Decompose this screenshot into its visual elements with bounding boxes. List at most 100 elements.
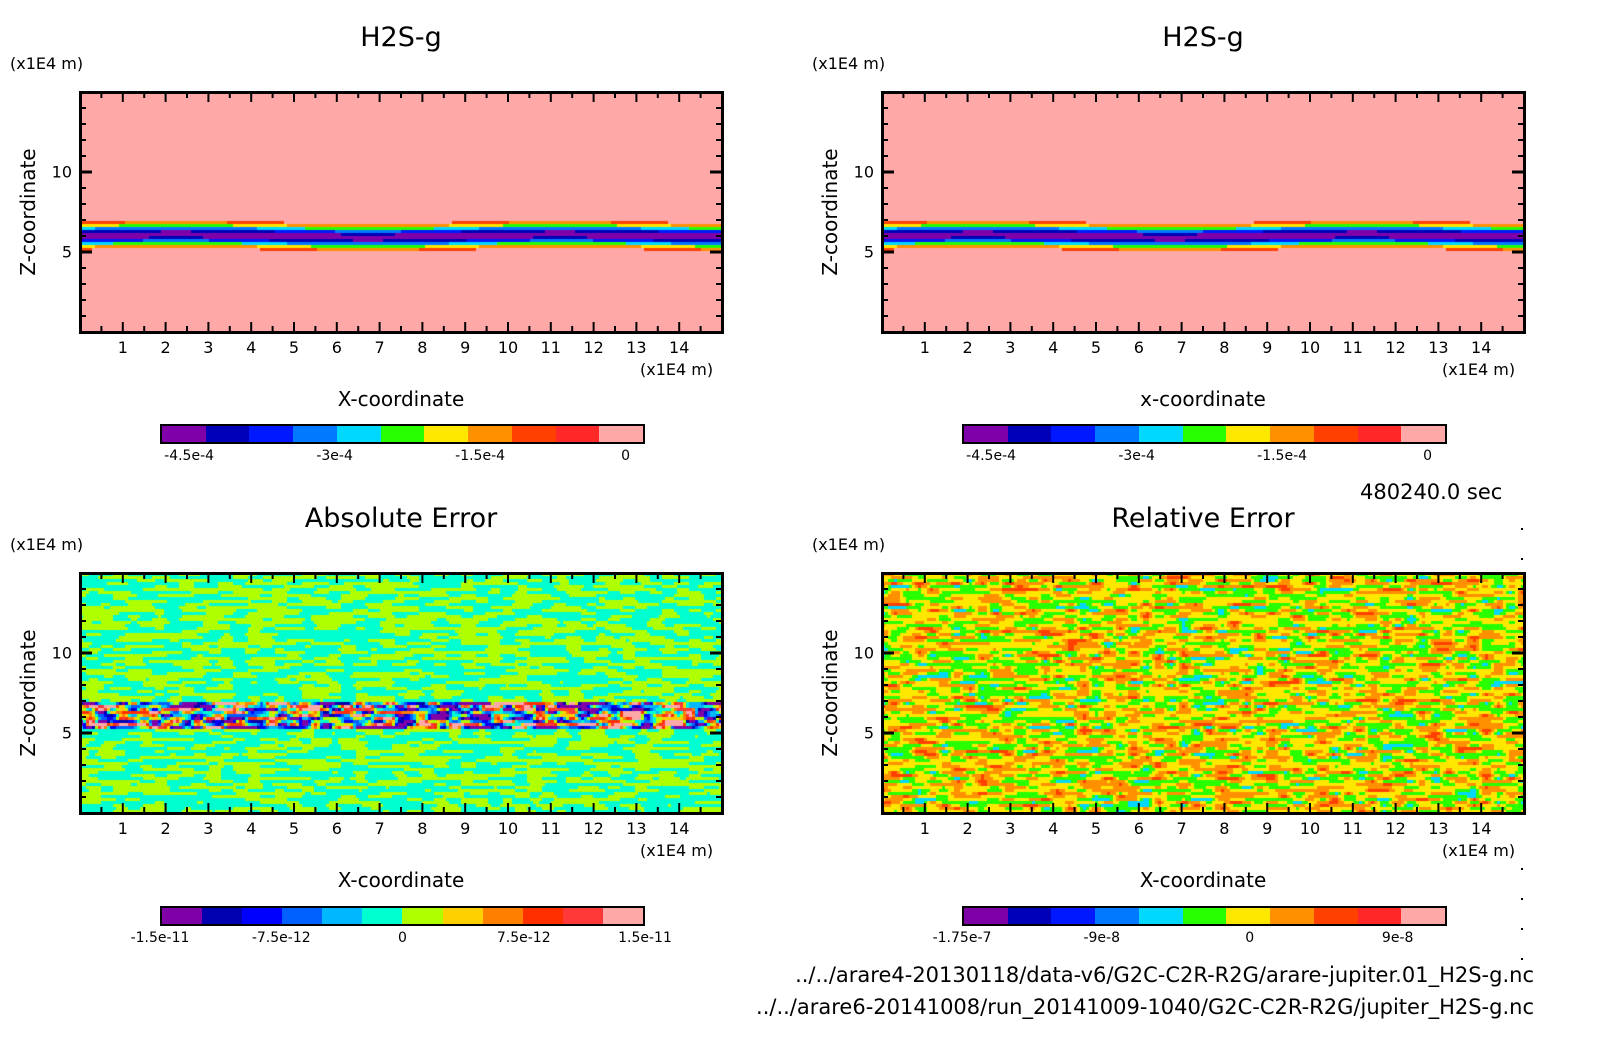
x-tick-label: 9 bbox=[1262, 338, 1273, 357]
y-tick-label: 5 bbox=[61, 242, 72, 262]
x-tick-label: 11 bbox=[540, 338, 561, 357]
colorbar-tick-label: -1.5e-4 bbox=[455, 448, 506, 464]
x-tick-label: 8 bbox=[1219, 819, 1230, 838]
colorbar-swatch bbox=[1138, 426, 1183, 442]
x-tick-label: 13 bbox=[1428, 819, 1449, 838]
y-axis-label: Z-coordinate bbox=[16, 148, 40, 276]
colorbar-swatch bbox=[602, 908, 643, 924]
colorbar-swatch bbox=[402, 908, 443, 924]
x-tick-label: 13 bbox=[626, 338, 647, 357]
x-tick-label: 1 bbox=[919, 338, 930, 357]
colorbar-swatch bbox=[964, 426, 1008, 442]
colorbar-tick-label: -3e-4 bbox=[316, 448, 353, 464]
x-tick-label: 5 bbox=[1090, 819, 1102, 838]
x-tick-label: 12 bbox=[1385, 338, 1406, 357]
x-tick-label: 14 bbox=[1471, 819, 1492, 838]
y-tick-label: 5 bbox=[61, 723, 72, 743]
x-tick-label: 13 bbox=[1428, 338, 1449, 357]
x-tick-label: 3 bbox=[203, 338, 214, 357]
heatmap-field bbox=[80, 573, 722, 813]
colorbar-swatch bbox=[380, 426, 425, 442]
colorbar-swatch bbox=[1051, 426, 1096, 442]
colorbar-swatch bbox=[293, 426, 337, 442]
x-tick-label: 2 bbox=[962, 819, 973, 838]
colorbar-swatch bbox=[1182, 426, 1227, 442]
colorbar-tick-label: -4.5e-4 bbox=[966, 448, 1017, 464]
colorbar-swatch bbox=[362, 908, 403, 924]
colorbar-swatch bbox=[1095, 908, 1139, 924]
x-unit-label: (x1E4 m) bbox=[1442, 360, 1516, 379]
x-tick-label: 6 bbox=[331, 819, 342, 838]
colorbar-swatch bbox=[468, 426, 512, 442]
tick-marks bbox=[80, 573, 722, 813]
y-tick-label: 10 bbox=[853, 162, 874, 182]
x-tick-label: 6 bbox=[1133, 338, 1144, 357]
x-tick-label: 4 bbox=[246, 819, 257, 838]
colorbar-tick-label: -1.5e-11 bbox=[130, 930, 190, 946]
colorbar-swatch bbox=[1313, 908, 1358, 924]
colorbar bbox=[962, 906, 1447, 926]
x-tick-label: 12 bbox=[583, 819, 604, 838]
x-tick-label: 10 bbox=[497, 338, 519, 357]
file-path-1: ../../arare4-20130118/data-v6/G2C-C2R-R2… bbox=[795, 963, 1534, 987]
colorbar-swatch bbox=[1007, 908, 1052, 924]
colorbar-swatch bbox=[202, 908, 243, 924]
x-axis-label: X-coordinate bbox=[337, 387, 465, 411]
colorbar-swatch bbox=[1051, 908, 1096, 924]
colorbar-tick-label: -3e-4 bbox=[1118, 448, 1155, 464]
x-unit-label: (x1E4 m) bbox=[640, 841, 714, 860]
tick-marks bbox=[80, 92, 722, 332]
x-tick-label: 7 bbox=[374, 819, 385, 838]
colorbar-tick-label: -1.75e-7 bbox=[932, 930, 992, 946]
y-unit-label: (x1E4 m) bbox=[812, 535, 886, 554]
colorbar-swatch bbox=[599, 426, 644, 442]
colorbar-tick-label: -7.5e-12 bbox=[251, 930, 311, 946]
colorbar bbox=[160, 906, 645, 926]
colorbar-swatch bbox=[1226, 908, 1271, 924]
x-tick-label: 1 bbox=[117, 819, 128, 838]
colorbar-tick-label: 9e-8 bbox=[1381, 930, 1414, 946]
x-tick-label: 2 bbox=[962, 338, 973, 357]
y-axis-label: Z-coordinate bbox=[16, 629, 40, 757]
x-unit-label: (x1E4 m) bbox=[640, 360, 714, 379]
y-axis-label: Z-coordinate bbox=[818, 148, 842, 276]
colorbar bbox=[160, 424, 645, 444]
x-tick-label: 12 bbox=[583, 338, 604, 357]
colorbar bbox=[962, 424, 1447, 444]
colorbar-tick-label: 0 bbox=[621, 448, 631, 464]
x-tick-label: 10 bbox=[497, 819, 519, 838]
x-tick-label: 8 bbox=[417, 819, 428, 838]
colorbar-swatch bbox=[1401, 426, 1446, 442]
colorbar-swatch bbox=[442, 908, 483, 924]
x-tick-label: 11 bbox=[540, 819, 561, 838]
colorbar-tick-label: -9e-8 bbox=[1083, 930, 1120, 946]
colorbar-swatch bbox=[282, 908, 323, 924]
x-tick-label: 9 bbox=[460, 338, 471, 357]
colorbar-swatch bbox=[1401, 908, 1446, 924]
colorbar-swatch bbox=[964, 908, 1008, 924]
x-tick-label: 9 bbox=[1262, 819, 1273, 838]
colorbar-swatch bbox=[1270, 908, 1314, 924]
time-label: 480240.0 sec bbox=[1360, 480, 1503, 504]
x-tick-label: 11 bbox=[1342, 338, 1363, 357]
colorbar-swatch bbox=[162, 908, 203, 924]
x-tick-label: 6 bbox=[1133, 819, 1144, 838]
marker-dot bbox=[1521, 928, 1523, 930]
x-tick-label: 4 bbox=[1048, 338, 1059, 357]
x-unit-label: (x1E4 m) bbox=[1442, 841, 1516, 860]
x-tick-label: 14 bbox=[1471, 338, 1492, 357]
y-tick-label: 5 bbox=[863, 242, 874, 262]
tick-marks bbox=[882, 92, 1524, 332]
plot-title: H2S-g bbox=[360, 22, 442, 53]
colorbar-swatch bbox=[205, 426, 250, 442]
y-tick-label: 10 bbox=[853, 643, 874, 663]
colorbar-swatch bbox=[336, 426, 381, 442]
x-tick-label: 13 bbox=[626, 819, 647, 838]
colorbar-swatch bbox=[242, 908, 283, 924]
colorbar-swatch bbox=[1357, 908, 1402, 924]
heatmap-field bbox=[882, 573, 1524, 813]
y-tick-label: 10 bbox=[51, 643, 72, 663]
x-tick-label: 4 bbox=[1048, 819, 1059, 838]
colorbar-swatch bbox=[482, 908, 523, 924]
tick-marks bbox=[882, 573, 1524, 813]
